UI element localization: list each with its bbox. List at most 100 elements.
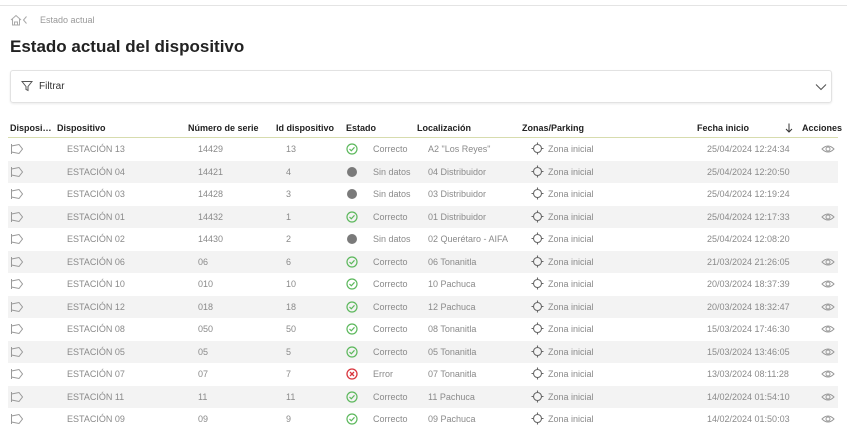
- cell-text: 15/03/2024 13:46:05: [707, 346, 790, 357]
- cell-text: Correcto: [373, 256, 408, 267]
- zone-icon: [531, 277, 544, 290]
- status-icon: [346, 413, 358, 425]
- cell-text: 12 Pachuca: [428, 301, 476, 312]
- view-action[interactable]: [821, 414, 835, 424]
- zone-icon: [531, 232, 544, 245]
- top-border: [0, 5, 847, 6]
- device-icon: [11, 211, 24, 222]
- breadcrumb-current[interactable]: Estado actual: [40, 15, 95, 25]
- cell-text: 010: [198, 279, 214, 289]
- view-action[interactable]: [821, 144, 835, 154]
- page-title: Estado actual del dispositivo: [10, 37, 245, 56]
- column-header: Id dispositivo: [276, 123, 335, 133]
- cell-text: 9: [286, 414, 292, 424]
- cell-text: Zona inicial: [548, 414, 594, 424]
- cell-text: Correcto: [373, 301, 408, 312]
- view-action[interactable]: [821, 279, 835, 289]
- cell-text: Error: [373, 369, 393, 379]
- column-header: Fecha inicio: [697, 123, 750, 133]
- device-icon: [11, 301, 24, 312]
- cell-text: Correcto: [373, 211, 408, 222]
- table-row[interactable]: ESTACIÓN 11 11 11 Correcto 11 Pachuca Zona in…: [8, 385, 838, 408]
- cell-text: 18: [286, 301, 297, 312]
- table-row[interactable]: ESTACIÓN 01 14432 1 Correcto 01 Distribuidor…: [8, 205, 838, 228]
- cell-text: 20/03/2024 18:37:39: [707, 279, 790, 289]
- cell-text: 15/03/2024 17:46:30: [707, 324, 790, 334]
- zone-icon: [531, 255, 544, 267]
- cell-text: 02 Querétaro - AIFA: [428, 234, 509, 244]
- table-row[interactable]: ESTACIÓN 10 010 10 Correcto 10 Pachuca Zona i…: [8, 273, 838, 295]
- cell-text: 5: [286, 346, 292, 357]
- cell-text: ESTACIÓN 06: [67, 256, 125, 267]
- status-icon: [346, 278, 358, 290]
- filter-bar[interactable]: Filtrar: [10, 70, 832, 103]
- device-icon: [11, 278, 24, 290]
- column-header: Disposi…: [10, 123, 52, 133]
- column-header: Acciones: [802, 123, 843, 133]
- cell-text: 6: [286, 256, 292, 267]
- zone-icon: [531, 345, 544, 357]
- sort-arrow[interactable]: [785, 123, 793, 133]
- cell-text: 25/04/2024 12:20:50: [707, 166, 790, 177]
- cell-text: Zona inicial: [548, 234, 594, 244]
- table-row[interactable]: ESTACIÓN 02 14430 2 Sin datos 02 Querétaro -…: [8, 228, 838, 250]
- cell-text: 14430: [198, 234, 224, 244]
- cell-text: Correcto: [373, 279, 408, 289]
- cell-text: 20/03/2024 18:32:47: [707, 301, 790, 312]
- table-row[interactable]: ESTACIÓN 05 05 5 Correcto 05 Tonanitla Zona i…: [8, 340, 838, 363]
- zone-icon: [531, 322, 544, 335]
- view-action[interactable]: [821, 302, 835, 312]
- zone-icon: [531, 300, 544, 312]
- cell-text: 09: [198, 414, 209, 424]
- device-icon: [11, 233, 24, 245]
- header-divider: [8, 137, 838, 138]
- view-action[interactable]: [821, 212, 835, 222]
- cell-text: 7: [286, 369, 292, 379]
- cell-text: 3: [286, 189, 292, 199]
- view-action[interactable]: [821, 369, 835, 379]
- cell-text: Zona inicial: [548, 369, 594, 379]
- cell-text: ESTACIÓN 03: [67, 189, 125, 199]
- cell-text: 14/02/2024 01:54:10: [707, 391, 790, 402]
- view-action[interactable]: [821, 257, 835, 267]
- cell-text: 14429: [198, 144, 224, 154]
- table-row[interactable]: ESTACIÓN 08 050 50 Correcto 08 Tonanitla Zona…: [8, 318, 838, 340]
- table-row[interactable]: ESTACIÓN 04 14421 4 Sin datos 04 Distribuido…: [8, 160, 838, 183]
- cell-text: Zona inicial: [548, 279, 594, 289]
- table-row[interactable]: ESTACIÓN 03 14428 3 Sin datos 03 Distribuido…: [8, 183, 838, 205]
- cell-text: 11: [286, 391, 296, 402]
- breadcrumb-separator: [22, 16, 27, 24]
- status-icon: [346, 368, 358, 380]
- cell-text: ESTACIÓN 05: [67, 346, 125, 357]
- column-header: Zonas/Parking: [522, 123, 585, 133]
- table-row[interactable]: ESTACIÓN 12 018 18 Correcto 12 Pachuca Zona i…: [8, 295, 838, 318]
- table-row[interactable]: ESTACIÓN 06 06 6 Correcto 06 Tonanitla Zona i…: [8, 250, 838, 273]
- cell-text: 4: [286, 166, 292, 177]
- cell-text: Zona inicial: [548, 301, 594, 312]
- cell-text: 14/02/2024 01:50:03: [707, 414, 790, 424]
- zone-icon: [531, 142, 544, 155]
- view-action[interactable]: [821, 347, 835, 357]
- view-action[interactable]: [821, 392, 835, 402]
- cell-text: ESTACIÓN 09: [67, 414, 125, 424]
- status-icon: [346, 300, 358, 313]
- table-row[interactable]: ESTACIÓN 07 07 7 Error 07 Tonanitla Zona inic…: [8, 363, 838, 385]
- table-row[interactable]: ESTACIÓN 13 14429 13 Correcto A2 "Los Reyes"…: [8, 138, 838, 160]
- table-row[interactable]: ESTACIÓN 09 09 9 Correcto 09 Pachuca Zona ini…: [8, 408, 838, 430]
- device-icon: [11, 166, 24, 177]
- cell-text: ESTACIÓN 02: [67, 234, 125, 244]
- cell-text: Correcto: [373, 346, 408, 357]
- filter-icon: [21, 81, 33, 92]
- cell-text: Sin datos: [373, 234, 411, 244]
- status-icon: [346, 255, 358, 268]
- cell-text: Correcto: [373, 391, 408, 402]
- expand-chevron[interactable]: [815, 83, 827, 91]
- cell-text: 07: [198, 369, 209, 379]
- status-icon: [346, 210, 358, 223]
- home-icon[interactable]: [9, 14, 23, 26]
- cell-text: ESTACIÓN 08: [67, 324, 125, 334]
- view-action[interactable]: [821, 324, 835, 334]
- cell-text: 10: [286, 279, 297, 289]
- cell-text: Sin datos: [373, 189, 411, 199]
